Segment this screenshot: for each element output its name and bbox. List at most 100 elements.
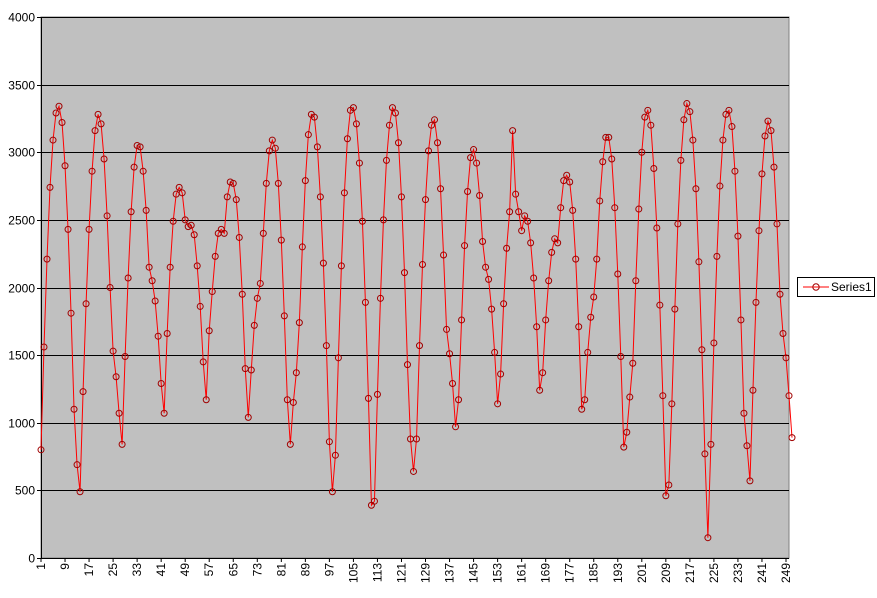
- data-point: [611, 204, 619, 212]
- x-tick-label: 137: [443, 563, 457, 583]
- data-point: [773, 220, 781, 228]
- x-tick-label: 57: [202, 563, 216, 577]
- data-point: [385, 121, 393, 129]
- y-tick-label: 500: [15, 484, 35, 498]
- data-point: [265, 147, 273, 155]
- data-point: [169, 217, 177, 225]
- data-point: [719, 136, 727, 144]
- data-point: [668, 400, 676, 408]
- data-point: [379, 216, 387, 224]
- data-point: [482, 263, 490, 271]
- data-point: [130, 163, 138, 171]
- data-point: [644, 106, 652, 114]
- data-point: [419, 261, 427, 269]
- data-point: [256, 279, 264, 287]
- data-point: [494, 400, 502, 408]
- data-point: [349, 104, 357, 112]
- data-point: [316, 193, 324, 201]
- series-layer: [37, 100, 796, 542]
- x-tick-label: 161: [515, 563, 529, 583]
- data-point: [358, 217, 366, 225]
- data-point: [235, 233, 243, 241]
- data-point: [623, 428, 631, 436]
- data-point: [40, 343, 48, 351]
- data-point: [506, 208, 514, 216]
- data-point: [388, 104, 396, 112]
- data-point: [737, 316, 745, 324]
- data-point: [82, 300, 90, 308]
- data-point: [605, 133, 613, 141]
- data-point: [61, 162, 69, 170]
- data-point: [361, 298, 369, 306]
- data-point: [247, 366, 255, 374]
- x-tick-label: 25: [106, 563, 120, 577]
- data-point: [515, 208, 523, 216]
- x-axis-ticks: 1 9 17 25 33 41 49 57 65 73 81 89 97 105 113 121 129 137 1…: [34, 558, 793, 583]
- y-tick-label: 3000: [8, 146, 35, 160]
- x-tick-label: 177: [563, 563, 577, 583]
- data-point: [76, 488, 84, 496]
- data-point: [301, 177, 309, 185]
- x-tick-label: 225: [707, 563, 721, 583]
- data-point: [686, 108, 694, 116]
- data-point: [461, 242, 469, 250]
- data-point: [229, 179, 237, 187]
- y-tick-label: 3500: [8, 79, 35, 93]
- data-point: [554, 239, 562, 247]
- data-point: [542, 316, 550, 324]
- data-point: [151, 297, 159, 305]
- data-point: [632, 277, 640, 285]
- data-point: [470, 146, 478, 154]
- data-point: [253, 294, 261, 302]
- data-point: [331, 451, 339, 459]
- data-point: [58, 118, 66, 126]
- data-point: [79, 388, 87, 396]
- data-point: [142, 206, 150, 214]
- data-point: [292, 369, 300, 377]
- data-point: [629, 359, 637, 367]
- data-point: [608, 155, 616, 163]
- data-point: [343, 135, 351, 143]
- data-point: [163, 329, 171, 337]
- data-point: [743, 442, 751, 450]
- data-point: [94, 110, 102, 118]
- data-point: [446, 350, 454, 358]
- data-point: [295, 319, 303, 327]
- data-point: [443, 325, 451, 333]
- data-point: [710, 339, 718, 347]
- data-point: [734, 232, 742, 240]
- data-point: [788, 434, 796, 442]
- data-point: [280, 312, 288, 320]
- data-point: [440, 251, 448, 259]
- data-point: [467, 154, 475, 162]
- data-point: [355, 159, 363, 167]
- data-point: [512, 190, 520, 198]
- data-point: [416, 342, 424, 350]
- data-point: [337, 262, 345, 270]
- x-tick-label: 193: [611, 563, 625, 583]
- data-point: [193, 262, 201, 270]
- data-point: [208, 288, 216, 296]
- x-tick-label: 121: [394, 563, 408, 583]
- data-point: [677, 156, 685, 164]
- data-point: [569, 206, 577, 214]
- data-point: [683, 100, 691, 108]
- x-tick-label: 73: [250, 563, 264, 577]
- data-point: [139, 167, 147, 175]
- data-point: [431, 116, 439, 124]
- data-point: [476, 192, 484, 200]
- x-tick-label: 97: [322, 563, 336, 577]
- data-point: [373, 390, 381, 398]
- data-point: [181, 216, 189, 224]
- data-point: [370, 497, 378, 505]
- data-point: [382, 156, 390, 164]
- x-tick-label: 105: [346, 563, 360, 583]
- x-tick-label: 65: [226, 563, 240, 577]
- data-point: [322, 342, 330, 350]
- data-point: [157, 380, 165, 388]
- data-point: [575, 323, 583, 331]
- data-point: [103, 212, 111, 220]
- data-point: [136, 143, 144, 151]
- data-point: [145, 263, 153, 271]
